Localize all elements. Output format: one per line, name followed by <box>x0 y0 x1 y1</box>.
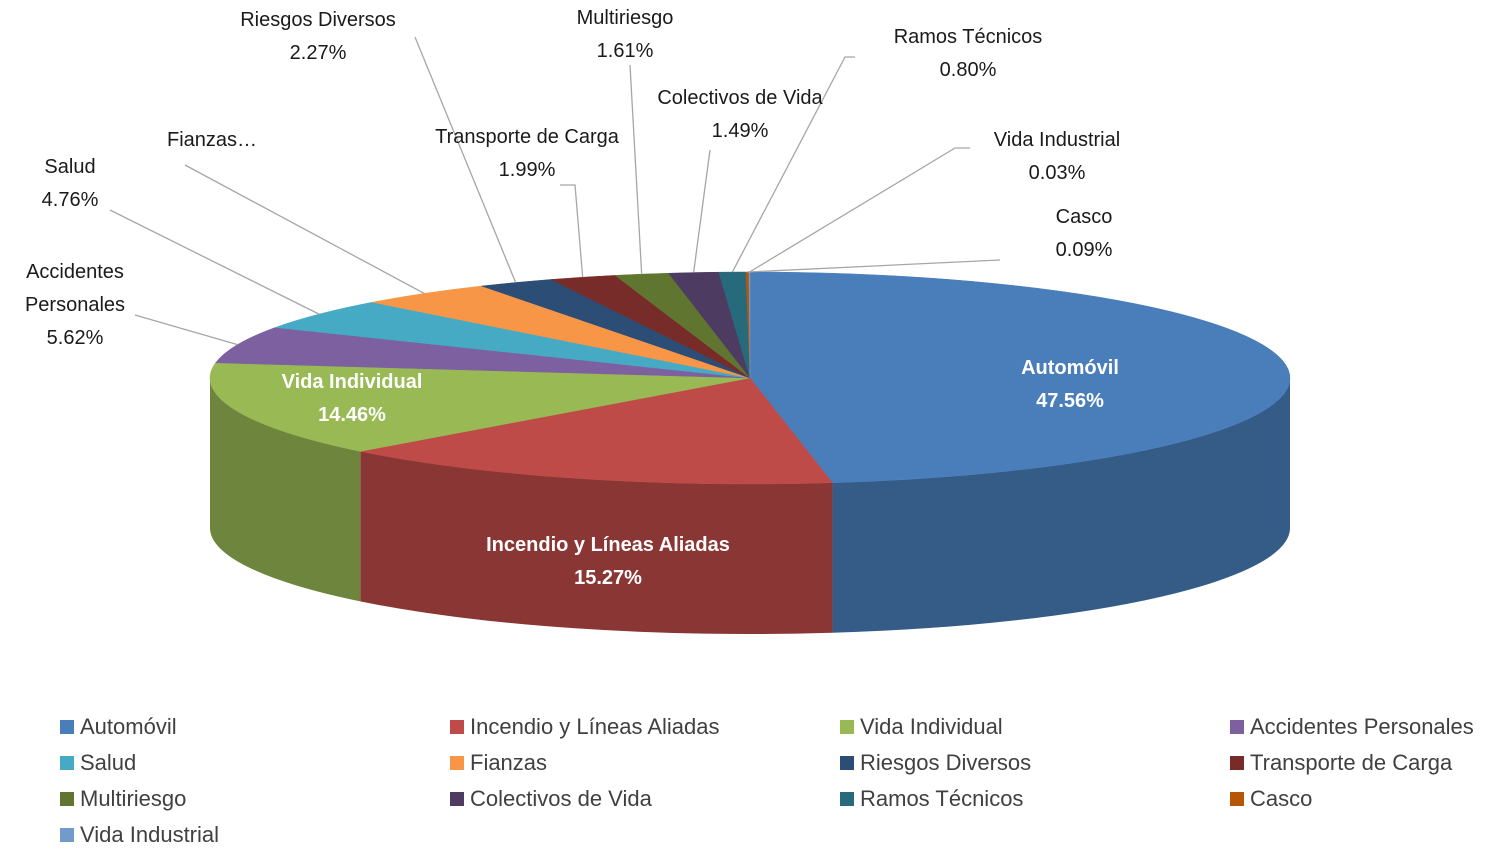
legend-item: Riesgos Diversos <box>840 748 1031 778</box>
data-label-name: Transporte de Carga <box>435 126 619 148</box>
data-label-value: 1.49% <box>711 120 769 142</box>
legend-item: Accidentes Personales <box>1230 712 1474 742</box>
legend-item: Incendio y Líneas Aliadas <box>450 712 720 742</box>
legend-swatch <box>60 792 74 806</box>
slice <box>275 301 751 379</box>
legend-swatch <box>60 828 74 842</box>
leader-line <box>747 259 1001 273</box>
data-label: Automóvil 47.56% <box>920 352 1220 418</box>
data-label-name: Automóvil <box>1021 357 1119 379</box>
data-label-value: 0.80% <box>939 59 997 81</box>
leader-line <box>629 64 643 275</box>
legend: Automóvil Incendio y Líneas Aliadas Vida I… <box>0 712 1510 849</box>
slice-side <box>209 378 361 602</box>
data-label-value: 1.61% <box>596 40 654 62</box>
legend-swatch <box>450 756 464 770</box>
legend-label: Riesgos Diversos <box>860 750 1032 775</box>
data-label: Transporte de Carga 1.99% <box>407 121 647 187</box>
legend-swatch <box>60 720 74 734</box>
legend-swatch <box>840 792 854 806</box>
data-label-value: 0.09% <box>1055 239 1113 261</box>
legend-label: Accidentes Personales <box>1250 714 1474 739</box>
leader-line <box>731 56 855 273</box>
data-label-name: Vida Industrial <box>993 129 1121 151</box>
slice <box>372 285 751 379</box>
data-label: Accidentes Personales 5.62% <box>10 256 140 355</box>
legend-item: Automóvil <box>60 712 177 742</box>
leader-line <box>184 164 425 295</box>
data-label-value: 15.27% <box>574 567 642 589</box>
data-label-value: 14.46% <box>318 404 386 426</box>
data-label-name: Ramos Técnicos <box>893 26 1043 48</box>
data-label-value: 47.56% <box>1036 390 1104 412</box>
legend-label: Colectivos de Vida <box>470 786 652 811</box>
chart <box>109 36 1291 634</box>
data-label-name: Fianzas… <box>166 129 258 151</box>
data-label: Incendio y Líneas Aliadas 15.27% <box>438 529 778 595</box>
data-label-name: Vida Individual <box>281 371 423 393</box>
legend-label: Incendio y Líneas Aliadas <box>470 714 720 739</box>
data-label: Riesgos Diversos 2.27% <box>208 4 428 70</box>
data-label-value: 0.03% <box>1028 162 1086 184</box>
legend-label: Casco <box>1250 786 1313 811</box>
legend-label: Multiriesgo <box>80 786 187 811</box>
legend-swatch <box>1230 792 1244 806</box>
data-label: Colectivos de Vida 1.49% <box>630 82 850 148</box>
data-label-value: 2.27% <box>289 42 347 64</box>
legend-label: Salud <box>80 750 137 775</box>
legend-item: Vida Individual <box>840 712 1003 742</box>
data-label: Multiriesgo 1.61% <box>550 2 700 68</box>
leader-line <box>692 149 711 273</box>
legend-swatch <box>1230 720 1244 734</box>
legend-swatch <box>450 792 464 806</box>
legend-item: Salud <box>60 748 136 778</box>
legend-label: Vida Industrial <box>80 822 220 847</box>
data-label-name: Colectivos de Vida <box>657 87 823 109</box>
data-label-value: 4.76% <box>41 189 99 211</box>
slice <box>209 362 751 452</box>
leader-line <box>134 314 238 346</box>
legend-label: Transporte de Carga <box>1250 750 1453 775</box>
legend-item: Casco <box>1230 784 1312 814</box>
slice-side <box>360 451 833 634</box>
data-label: Salud 4.76% <box>20 151 120 217</box>
slice-side <box>832 378 1290 633</box>
data-label-name: Salud <box>44 156 96 178</box>
data-label-name: Multiriesgo <box>576 7 674 29</box>
leader-line <box>109 209 320 315</box>
slice <box>360 377 833 485</box>
leader-line <box>749 147 970 273</box>
legend-swatch <box>1230 756 1244 770</box>
data-label-name: Casco <box>1055 206 1113 228</box>
data-label-value: 1.99% <box>498 159 556 181</box>
legend-swatch <box>60 756 74 770</box>
data-label: Ramos Técnicos 0.80% <box>868 21 1068 87</box>
legend-item: Vida Industrial <box>60 820 219 850</box>
data-label-name: Accidentes Personales <box>24 261 126 316</box>
legend-label: Automóvil <box>80 714 177 739</box>
slice <box>749 271 1291 484</box>
data-label-name: Riesgos Diversos <box>240 9 396 31</box>
legend-item: Multiriesgo <box>60 784 186 814</box>
leader-line <box>414 36 517 283</box>
data-label: Fianzas… <box>152 124 272 157</box>
legend-label: Vida Individual <box>860 714 1003 739</box>
legend-item: Colectivos de Vida <box>450 784 652 814</box>
data-label: Vida Industrial 0.03% <box>967 124 1147 190</box>
legend-label: Ramos Técnicos <box>860 786 1024 811</box>
data-label-value: 5.62% <box>46 327 104 349</box>
data-label-name: Incendio y Líneas Aliadas <box>486 534 730 556</box>
legend-swatch <box>840 756 854 770</box>
leader-line <box>560 184 584 278</box>
data-label: Casco 0.09% <box>1034 201 1134 267</box>
legend-swatch <box>840 720 854 734</box>
legend-item: Ramos Técnicos <box>840 784 1023 814</box>
legend-label: Fianzas <box>470 750 548 775</box>
legend-item: Transporte de Carga <box>1230 748 1452 778</box>
data-label: Vida Individual 14.46% <box>232 366 472 432</box>
legend-swatch <box>450 720 464 734</box>
legend-item: Fianzas <box>450 748 547 778</box>
